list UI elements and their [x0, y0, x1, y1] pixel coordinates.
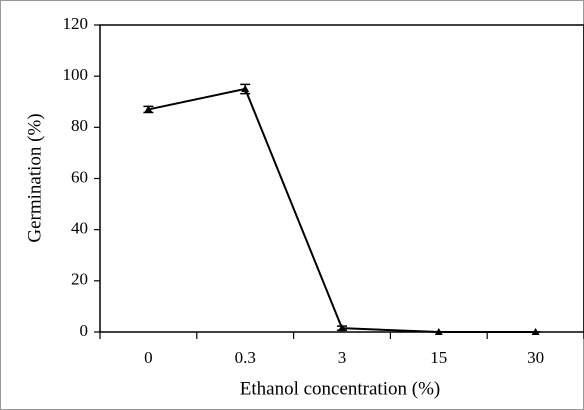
- y-tick-label: 120: [63, 14, 89, 33]
- x-tick-label: 0: [144, 348, 153, 367]
- x-tick-label: 30: [527, 348, 544, 367]
- y-tick-label: 20: [71, 270, 88, 289]
- y-tick-label: 100: [63, 65, 89, 84]
- x-tick-label: 15: [430, 348, 447, 367]
- y-tick-label: 80: [71, 116, 88, 135]
- data-line: [148, 87, 536, 333]
- x-tick-label: 3: [338, 348, 347, 367]
- x-axis-title: Ethanol concentration (%): [240, 378, 440, 399]
- y-axis-title: Germination (%): [24, 113, 45, 242]
- marker: [144, 105, 153, 113]
- marker: [338, 324, 346, 332]
- y-tick-label: 0: [80, 321, 89, 340]
- marker: [241, 84, 250, 92]
- y-tick-label: 40: [71, 219, 88, 238]
- y-tick-label: 60: [71, 167, 88, 186]
- marker: [531, 328, 540, 335]
- marker: [434, 328, 443, 335]
- plot-area: [99, 24, 584, 333]
- x-tick-label: 0.3: [235, 348, 256, 367]
